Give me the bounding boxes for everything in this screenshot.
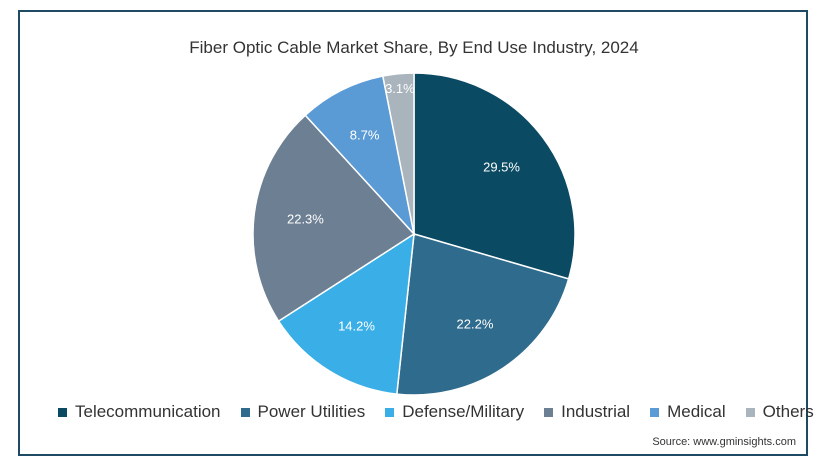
legend-label: Defense/Military xyxy=(402,402,525,421)
legend-label: Power Utilities xyxy=(257,402,366,421)
legend-item: Others xyxy=(745,402,814,422)
legend-item: Medical xyxy=(650,402,726,422)
legend-item: Power Utilities xyxy=(240,402,366,422)
legend-label: Others xyxy=(762,402,814,421)
chart-legend: Telecommunication Power Utilities Defense/… xyxy=(58,402,814,422)
slice-value-label: 14.2% xyxy=(338,319,375,334)
legend-swatch xyxy=(385,407,395,417)
pie-slice-medical xyxy=(304,75,416,237)
slice-value-label: 22.2% xyxy=(457,316,494,331)
legend-swatch xyxy=(745,407,755,417)
slice-value-label: 3.1% xyxy=(385,81,415,96)
legend-item: Industrial xyxy=(544,402,630,422)
legend-item: Defense/Military xyxy=(385,402,524,422)
legend-swatch xyxy=(58,407,67,417)
pie-slice-defense-military xyxy=(277,232,415,395)
legend-swatch xyxy=(544,407,554,417)
legend-label: Telecommunication xyxy=(75,402,221,421)
legend-item: Telecommunication xyxy=(58,402,221,422)
pie-slice-industrial xyxy=(252,114,416,323)
legend-swatch xyxy=(240,407,250,417)
source-note: Source: www.gminsights.com xyxy=(652,436,796,448)
slice-value-label: 22.3% xyxy=(287,211,324,226)
legend-label: Medical xyxy=(667,402,726,421)
slice-value-label: 8.7% xyxy=(350,128,380,143)
slice-value-label: 29.5% xyxy=(483,160,520,175)
pie-slice-power-utilities xyxy=(396,233,570,396)
pie-slice-telecommunication xyxy=(413,72,576,280)
chart-title: Fiber Optic Cable Market Share, By End U… xyxy=(189,38,639,57)
legend-label: Industrial xyxy=(561,402,631,421)
legend-swatch xyxy=(650,407,660,417)
pie-slice-others xyxy=(381,72,415,235)
